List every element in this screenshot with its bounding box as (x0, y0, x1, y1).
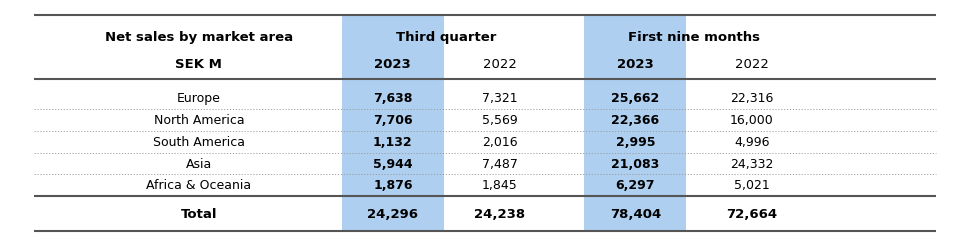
Text: SEK M: SEK M (175, 58, 222, 71)
Text: 7,321: 7,321 (482, 92, 516, 105)
Text: 25,662: 25,662 (610, 92, 659, 105)
Text: 2023: 2023 (374, 58, 411, 71)
Text: Africa & Oceania: Africa & Oceania (146, 179, 251, 192)
Text: 24,296: 24,296 (367, 208, 418, 221)
Text: 2022: 2022 (735, 58, 767, 71)
Text: 4,996: 4,996 (734, 136, 768, 149)
Text: 16,000: 16,000 (729, 114, 773, 127)
Text: 24,238: 24,238 (474, 208, 524, 221)
Text: 2,016: 2,016 (482, 136, 516, 149)
Text: 2023: 2023 (616, 58, 653, 71)
Text: North America: North America (153, 114, 244, 127)
Text: 7,487: 7,487 (482, 157, 516, 171)
Text: 5,944: 5,944 (373, 157, 412, 171)
Bar (583, 15, 685, 231)
Text: Third quarter: Third quarter (395, 31, 496, 44)
Text: 2,995: 2,995 (615, 136, 654, 149)
Text: 1,132: 1,132 (373, 136, 412, 149)
Text: 21,083: 21,083 (610, 157, 659, 171)
Text: 22,316: 22,316 (730, 92, 772, 105)
Text: 6,297: 6,297 (615, 179, 654, 192)
Text: Europe: Europe (176, 92, 221, 105)
Text: 5,021: 5,021 (734, 179, 768, 192)
Text: 22,366: 22,366 (610, 114, 659, 127)
Text: Asia: Asia (185, 157, 212, 171)
Text: 7,706: 7,706 (373, 114, 412, 127)
Text: 1,845: 1,845 (482, 179, 516, 192)
Text: 72,664: 72,664 (726, 208, 776, 221)
Text: 5,569: 5,569 (482, 114, 516, 127)
Text: South America: South America (153, 136, 244, 149)
Text: First nine months: First nine months (627, 31, 759, 44)
Text: 78,404: 78,404 (610, 208, 660, 221)
Bar (342, 15, 443, 231)
Text: Total: Total (180, 208, 217, 221)
Text: 24,332: 24,332 (730, 157, 772, 171)
Text: Net sales by market area: Net sales by market area (105, 31, 293, 44)
Text: 1,876: 1,876 (373, 179, 412, 192)
Text: 2022: 2022 (483, 58, 516, 71)
Text: 7,638: 7,638 (373, 92, 412, 105)
